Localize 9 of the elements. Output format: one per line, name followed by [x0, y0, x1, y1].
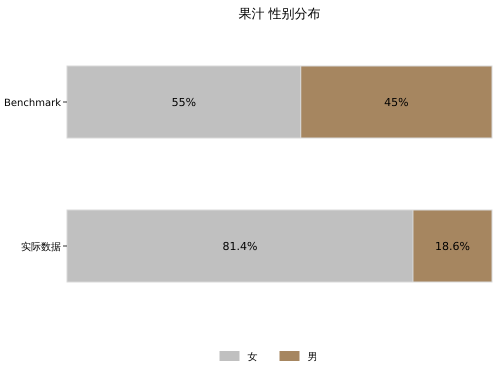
data-label: 45% — [384, 96, 409, 109]
y-tick-label: 实际数据 — [21, 241, 61, 253]
legend-label: 男 — [308, 352, 318, 363]
data-label: 81.4% — [222, 240, 258, 253]
chart-title: 果汁 性别分布 — [238, 7, 321, 22]
data-label: 55% — [172, 96, 196, 109]
data-label: 18.6% — [435, 240, 470, 253]
legend-label: 女 — [248, 351, 258, 363]
y-tick-label: Benchmark — [4, 98, 62, 109]
